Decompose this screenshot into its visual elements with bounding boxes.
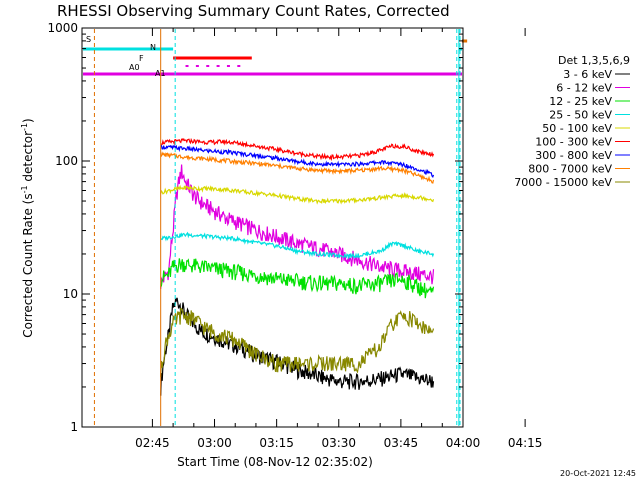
flag-a1-dot: [185, 65, 189, 67]
legend-entry-label: 6 - 12 keV: [556, 82, 612, 95]
flag-a1-dot: [195, 65, 199, 67]
series-line: [160, 164, 435, 289]
series-group: [160, 137, 435, 396]
x-tick-label: 03:45: [384, 436, 419, 450]
flag-a1-dot: [216, 65, 220, 67]
x-axis-label: Start Time (08-Nov-12 02:35:02): [177, 455, 373, 469]
series-line: [160, 258, 435, 299]
y-tick-label: 100: [55, 154, 78, 168]
legend-entry-label: 800 - 7000 keV: [528, 163, 612, 176]
flag-a1-dot: [237, 65, 241, 67]
series-line: [160, 137, 435, 162]
flag-a1-dot: [226, 65, 230, 67]
x-tick-label: 02:45: [135, 436, 170, 450]
legend-entry-label: 3 - 6 keV: [563, 68, 612, 81]
flag-label-n: N: [150, 43, 156, 52]
x-tick-label: 04:15: [508, 436, 543, 450]
x-tick-label: 03:15: [259, 436, 294, 450]
plot-frame: [81, 27, 464, 428]
axis-ticks: 02:45 03:00 03:15 03:30 03:45 04:00 04:15 1 10 10…: [47, 21, 542, 450]
flag-label-a0: A0: [129, 63, 140, 72]
legend-title: Det 1,3,5,6,9: [558, 54, 630, 67]
chart-title: RHESSI Observing Summary Count Rates, Co…: [57, 2, 450, 20]
x-tick-label: 04:00: [446, 436, 481, 450]
x-tick-label: 03:00: [197, 436, 232, 450]
time-marker-lines: [93, 29, 461, 426]
series-line: [160, 307, 435, 377]
flag-label-s: S: [86, 35, 91, 44]
series-line: [160, 144, 435, 179]
y-axis-label: Corrected Count Rate (s-1 detector-1): [20, 118, 35, 337]
legend-entry-label: 25 - 50 keV: [549, 109, 612, 122]
legend-entry-label: 100 - 300 keV: [535, 136, 612, 149]
series-line: [160, 297, 435, 396]
series-line: [160, 231, 435, 260]
legend-entry-label: 12 - 25 keV: [549, 95, 612, 108]
series-line: [160, 151, 435, 184]
legend-entry-label: 7000 - 15000 keV: [514, 176, 612, 189]
legend-entry-label: 300 - 800 keV: [535, 149, 612, 162]
y-tick-label: 1000: [47, 21, 78, 35]
series-line: [160, 184, 435, 205]
x-tick-label: 03:30: [321, 436, 356, 450]
flag-bars: SNFA0A1: [83, 35, 468, 78]
y-tick-label: 10: [63, 287, 78, 301]
y-tick-label: 1: [70, 420, 78, 434]
flag-a1-dot: [206, 65, 210, 67]
footer-date: 20-Oct-2021 12:45: [560, 469, 636, 478]
legend-entry-label: 50 - 100 keV: [542, 122, 612, 135]
flag-label-f: F: [139, 54, 144, 63]
